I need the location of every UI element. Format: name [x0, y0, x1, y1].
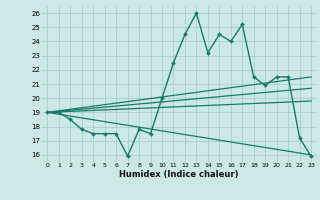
X-axis label: Humidex (Indice chaleur): Humidex (Indice chaleur): [119, 170, 239, 179]
